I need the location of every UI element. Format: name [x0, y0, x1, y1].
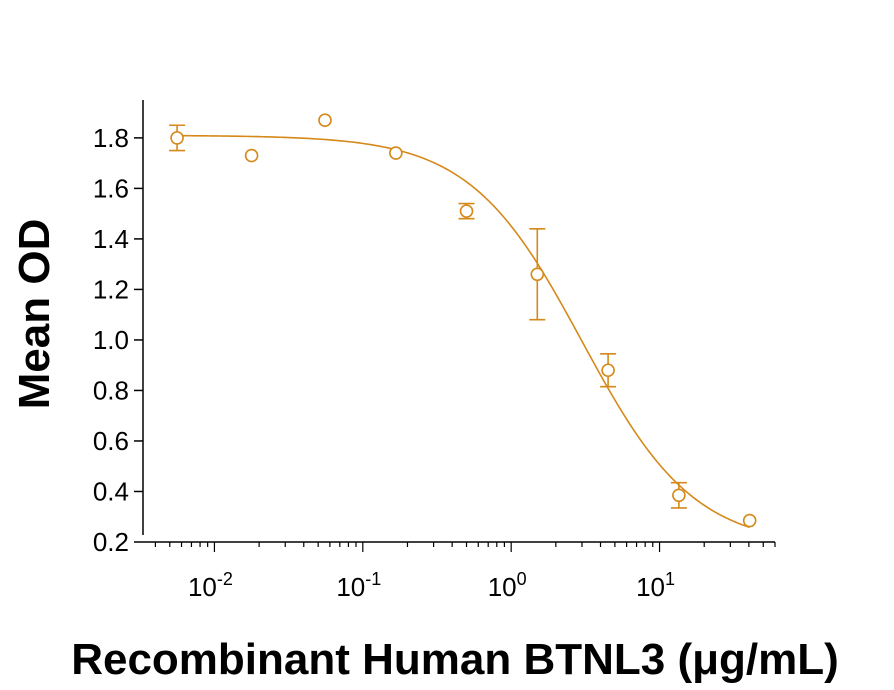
y-tick-label: 1.0: [93, 325, 129, 355]
data-point: [742, 513, 757, 528]
data-points-layer: [169, 113, 757, 528]
fit-curve-layer: [177, 134, 750, 529]
data-point: [530, 267, 545, 282]
y-tick-label: 0.4: [93, 476, 129, 506]
x-tick-label: 101: [636, 569, 675, 602]
x-tick-base: 10: [488, 572, 517, 602]
x-tick-base: 10: [636, 572, 665, 602]
fit-curve: [177, 134, 750, 529]
x-tick-exponent: 1: [665, 569, 675, 589]
y-tick-label: 1.2: [93, 274, 129, 304]
x-tick-base: 10: [188, 572, 217, 602]
data-point: [601, 363, 615, 378]
x-tick-label: 100: [488, 569, 527, 602]
x-tick-exponent: -1: [365, 569, 381, 589]
axes: 0.20.40.60.81.01.21.41.61.810-2 10-1 100 10…: [93, 100, 776, 602]
data-point: [459, 204, 474, 218]
y-tick-label: 0.8: [93, 375, 129, 405]
x-tick-label: 10-1: [336, 569, 381, 602]
x-tick-exponent: -2: [217, 569, 233, 589]
y-tick-label: 1.4: [93, 224, 129, 254]
y-tick-label: 0.6: [93, 426, 129, 456]
x-tick-label: 10-2: [188, 569, 233, 602]
data-point: [318, 113, 332, 128]
data-point: [389, 146, 403, 160]
y-axis-title: Mean OD: [10, 219, 59, 410]
data-point: [672, 488, 686, 503]
y-tick-label: 1.8: [93, 123, 129, 153]
data-point: [244, 148, 259, 163]
x-tick-exponent: 0: [517, 569, 527, 589]
data-point: [170, 131, 184, 145]
x-tick-base: 10: [336, 572, 365, 602]
y-tick-label: 0.2: [93, 527, 129, 557]
y-tick-label: 1.6: [93, 173, 129, 203]
x-axis-title: Recombinant Human BTNL3 (μg/mL): [71, 635, 839, 684]
